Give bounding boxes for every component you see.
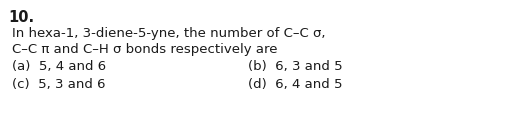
Text: 10.: 10. — [8, 10, 34, 25]
Text: (c)  5, 3 and 6: (c) 5, 3 and 6 — [12, 78, 106, 91]
Text: In hexa-1, 3-diene-5-yne, the number of C–C σ,: In hexa-1, 3-diene-5-yne, the number of … — [12, 27, 326, 40]
Text: C–C π and C–H σ bonds respectively are: C–C π and C–H σ bonds respectively are — [12, 43, 278, 56]
Text: (d)  6, 4 and 5: (d) 6, 4 and 5 — [248, 78, 342, 91]
Text: (a)  5, 4 and 6: (a) 5, 4 and 6 — [12, 60, 106, 73]
Text: (b)  6, 3 and 5: (b) 6, 3 and 5 — [248, 60, 342, 73]
